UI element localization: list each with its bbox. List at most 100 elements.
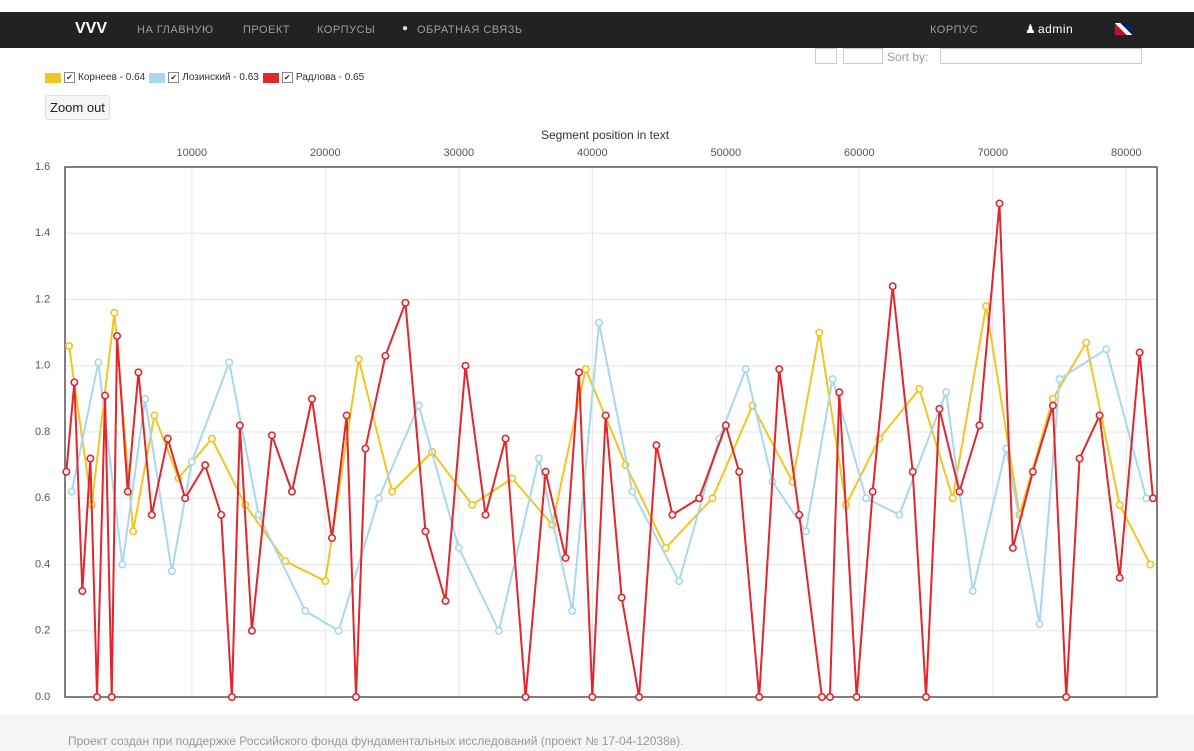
y-tick-label: 0.6 — [35, 492, 50, 504]
point — [354, 355, 363, 364]
language-flag[interactable] — [1115, 23, 1132, 35]
footer: Проект создан при поддержке Российского … — [0, 715, 1194, 751]
point — [922, 692, 931, 701]
y-tick-label: 1.2 — [35, 293, 50, 305]
plot-border — [64, 166, 1158, 698]
point — [421, 527, 430, 536]
y-tick-label: 0.4 — [35, 558, 50, 570]
point — [150, 411, 159, 420]
point — [1035, 620, 1044, 629]
sort-input[interactable] — [940, 48, 1142, 64]
point — [741, 365, 750, 374]
point — [201, 461, 210, 470]
point — [141, 394, 150, 403]
point — [508, 474, 517, 483]
y-tick-label: 1.0 — [35, 360, 50, 372]
point — [1048, 394, 1057, 403]
point — [388, 487, 397, 496]
legend-label: Лозинский - 0.63 — [182, 72, 259, 83]
sort-bar: Sort by: — [815, 48, 1145, 64]
checkbox[interactable]: ✔ — [168, 72, 180, 83]
point — [414, 401, 423, 410]
checkbox[interactable]: ✔ — [64, 72, 75, 83]
point — [588, 692, 597, 701]
point — [695, 494, 704, 503]
y-tick-label: 0.0 — [35, 691, 50, 703]
point — [817, 692, 826, 701]
point — [975, 421, 984, 430]
brand[interactable]: VVV — [75, 20, 108, 37]
point — [568, 606, 577, 615]
point — [888, 282, 897, 291]
legend-label: Радлова - 0.65 — [295, 72, 365, 83]
point — [227, 692, 236, 701]
checkbox[interactable]: ✔ — [281, 72, 293, 83]
point — [267, 431, 276, 440]
legend-item[interactable]: ✔ Корнеев - 0.64 — [45, 72, 145, 83]
point — [225, 358, 234, 367]
point — [187, 457, 196, 466]
point — [65, 341, 74, 350]
nav-link[interactable]: ОБРАТНАЯ СВЯЗЬ — [417, 24, 523, 36]
nav-link[interactable]: ПРОЕКТ — [243, 24, 291, 36]
point — [468, 500, 477, 509]
zoom-out-button[interactable]: Zoom out — [45, 95, 110, 120]
nav-link[interactable]: НА ГЛАВНУЮ — [137, 24, 214, 36]
point — [908, 467, 917, 476]
point — [70, 378, 79, 387]
footer-text: Проект создан при поддержке Российского … — [68, 734, 684, 748]
point — [1142, 494, 1151, 503]
point — [942, 388, 951, 397]
point — [594, 318, 603, 327]
point — [835, 388, 844, 397]
point — [1075, 454, 1084, 463]
user-menu[interactable]: admin — [1038, 22, 1074, 36]
point — [494, 626, 503, 635]
point — [968, 586, 977, 595]
legend-swatch — [149, 72, 166, 83]
point — [755, 692, 764, 701]
x-tick-label: 30000 — [444, 147, 475, 159]
point — [915, 384, 924, 393]
point — [852, 692, 861, 701]
legend-swatch — [45, 72, 61, 83]
input[interactable] — [843, 48, 883, 64]
point — [955, 487, 964, 496]
point — [895, 510, 904, 519]
point — [635, 692, 644, 701]
legend-item[interactable]: ✔ Радлова - 0.65 — [262, 72, 365, 83]
x-tick-label: 70000 — [978, 147, 1009, 159]
input[interactable] — [815, 48, 837, 64]
point — [948, 494, 957, 503]
point — [995, 199, 1004, 208]
x-axis-title: Segment position in text — [541, 128, 670, 142]
point — [217, 510, 226, 519]
point — [708, 494, 717, 503]
nav-link[interactable]: КОРПУС — [930, 24, 979, 36]
chart: Segment position in text 0.0 0.2 0.4 0.6 0.8… — [35, 128, 1158, 703]
point — [134, 368, 143, 377]
point — [163, 434, 172, 443]
point — [78, 586, 87, 595]
point — [118, 560, 127, 569]
legend-item[interactable]: ✔ Лозинский - 0.63 — [149, 72, 259, 83]
legend-swatch — [262, 72, 279, 83]
point — [1146, 560, 1155, 569]
x-tick-label: 50000 — [711, 147, 742, 159]
x-tick-label: 60000 — [844, 147, 875, 159]
point — [982, 302, 991, 311]
chat-icon: ● — [402, 23, 409, 34]
point — [123, 487, 132, 496]
point — [541, 467, 550, 476]
point — [601, 411, 610, 420]
point — [628, 487, 637, 496]
point — [617, 593, 626, 602]
x-tick-label: 10000 — [177, 147, 208, 159]
nav-link[interactable]: КОРПУСЫ — [317, 24, 376, 36]
legend-label: Корнеев - 0.64 — [78, 72, 146, 83]
point — [101, 391, 110, 400]
point — [1048, 401, 1057, 410]
point — [668, 510, 677, 519]
y-tick-label: 0.2 — [35, 625, 50, 637]
